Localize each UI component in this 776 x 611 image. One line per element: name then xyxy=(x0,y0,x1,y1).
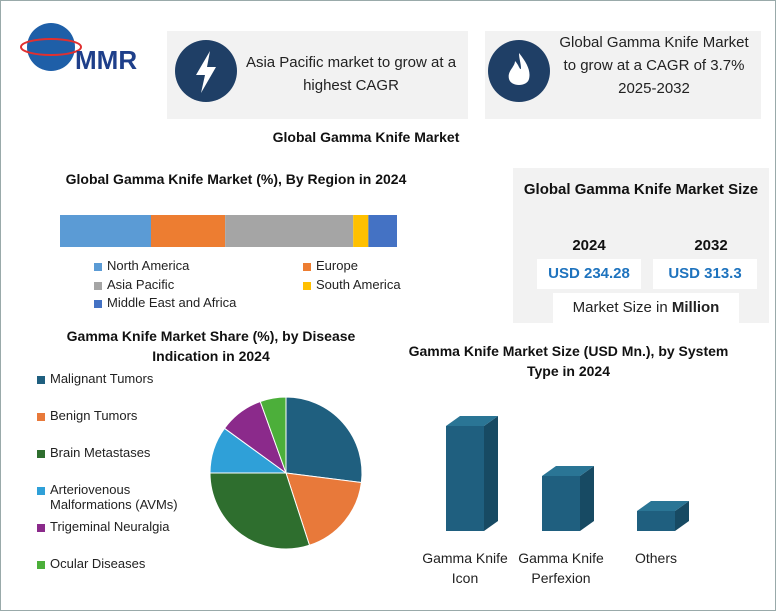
bar-side xyxy=(484,416,498,531)
legend-item: Middle East and Africa xyxy=(94,295,294,310)
legend-swatch xyxy=(37,450,45,458)
bar-segment xyxy=(60,215,151,247)
logo-text: MMR xyxy=(75,45,137,75)
legend-label: Asia Pacific xyxy=(107,277,175,292)
legend-label: Ocular Diseases xyxy=(50,556,146,571)
chart-title: Global Gamma Knife Market (%), By Region… xyxy=(65,171,407,187)
legend-item: Ocular Diseases xyxy=(37,556,207,571)
icon xyxy=(175,40,237,102)
note: Market Size in xyxy=(572,299,668,316)
pie-chart xyxy=(209,396,363,550)
logo-globe xyxy=(27,23,75,71)
x-tick-label: Gamma Knife Icon xyxy=(422,550,508,586)
bar-top xyxy=(446,416,498,426)
legend-item: Asia Pacific xyxy=(94,277,294,292)
chart-title: Gamma Knife Market Size (USD Mn.), by Sy… xyxy=(408,343,729,379)
legend-swatch xyxy=(303,282,311,290)
pie-slice xyxy=(285,472,362,546)
legend-label: Trigeminal Neuralgia xyxy=(50,519,170,534)
legend-item: Europe xyxy=(303,258,503,273)
legend-swatch xyxy=(37,561,45,569)
icon xyxy=(488,40,550,102)
legend-item: South America xyxy=(303,277,503,292)
page-title: Global Gamma Knife Market xyxy=(272,129,460,145)
bar xyxy=(446,426,484,531)
bar-top xyxy=(637,501,689,511)
x-tick-label: Gamma Knife Perfexion xyxy=(518,550,604,586)
legend-swatch xyxy=(37,413,45,421)
legend-swatch xyxy=(94,263,102,271)
legend-item: Benign Tumors xyxy=(37,408,207,423)
legend-item: Arteriovenous Malformations (AVMs) xyxy=(37,482,207,512)
year: 2032 xyxy=(694,237,728,254)
legend-item: Malignant Tumors xyxy=(37,371,207,386)
year: 2024 xyxy=(572,237,606,254)
chart-title: Gamma Knife Market Share (%), by Disease… xyxy=(66,328,356,364)
callout-text: Global Gamma Knife Market to grow at a C… xyxy=(559,34,749,97)
legend-swatch xyxy=(94,282,102,290)
legend-label: Malignant Tumors xyxy=(50,371,154,386)
bar-side xyxy=(580,466,594,531)
legend-label: Europe xyxy=(316,258,358,273)
bar-segment xyxy=(368,215,397,247)
legend-item: North America xyxy=(94,258,294,273)
legend-item: Trigeminal Neuralgia xyxy=(37,519,207,534)
bar-chart xyxy=(446,416,689,531)
legend-label: Benign Tumors xyxy=(50,408,138,423)
legend-swatch xyxy=(37,487,45,495)
logo-orbit xyxy=(20,38,82,56)
legend-label: Brain Metastases xyxy=(50,445,151,460)
bar-segment xyxy=(150,215,226,247)
logo: MMR xyxy=(20,23,137,75)
bar-segment xyxy=(353,215,369,247)
bar-segment xyxy=(225,215,354,247)
bar-top xyxy=(542,466,594,476)
stacked-bar-chart xyxy=(60,215,397,247)
legend-label: North America xyxy=(107,258,190,273)
market-value: USD 313.3 xyxy=(653,259,757,289)
legend-label: Arteriovenous Malformations (AVMs) xyxy=(50,482,178,512)
note-unit: Million xyxy=(671,299,720,316)
legend-swatch xyxy=(37,376,45,384)
legend-label: Middle East and Africa xyxy=(107,295,237,310)
pie-slice xyxy=(285,396,363,484)
market-size-note: Market Size in Million xyxy=(553,293,739,323)
legend-swatch xyxy=(303,263,311,271)
x-tick-label: Others xyxy=(634,550,677,566)
bar xyxy=(542,476,580,531)
pie-slice xyxy=(209,472,311,550)
legend-swatch xyxy=(37,524,45,532)
callout-text: Asia Pacific market to grow at a highest… xyxy=(245,54,457,94)
legend-item: Brain Metastases xyxy=(37,445,207,460)
bar xyxy=(637,511,675,531)
legend-label: South America xyxy=(316,277,401,292)
market-value: USD 234.28 xyxy=(537,259,641,289)
market-size-title: Global Gamma Knife Market Size xyxy=(523,181,759,198)
legend-swatch xyxy=(94,300,102,308)
pie-slice xyxy=(259,396,287,474)
